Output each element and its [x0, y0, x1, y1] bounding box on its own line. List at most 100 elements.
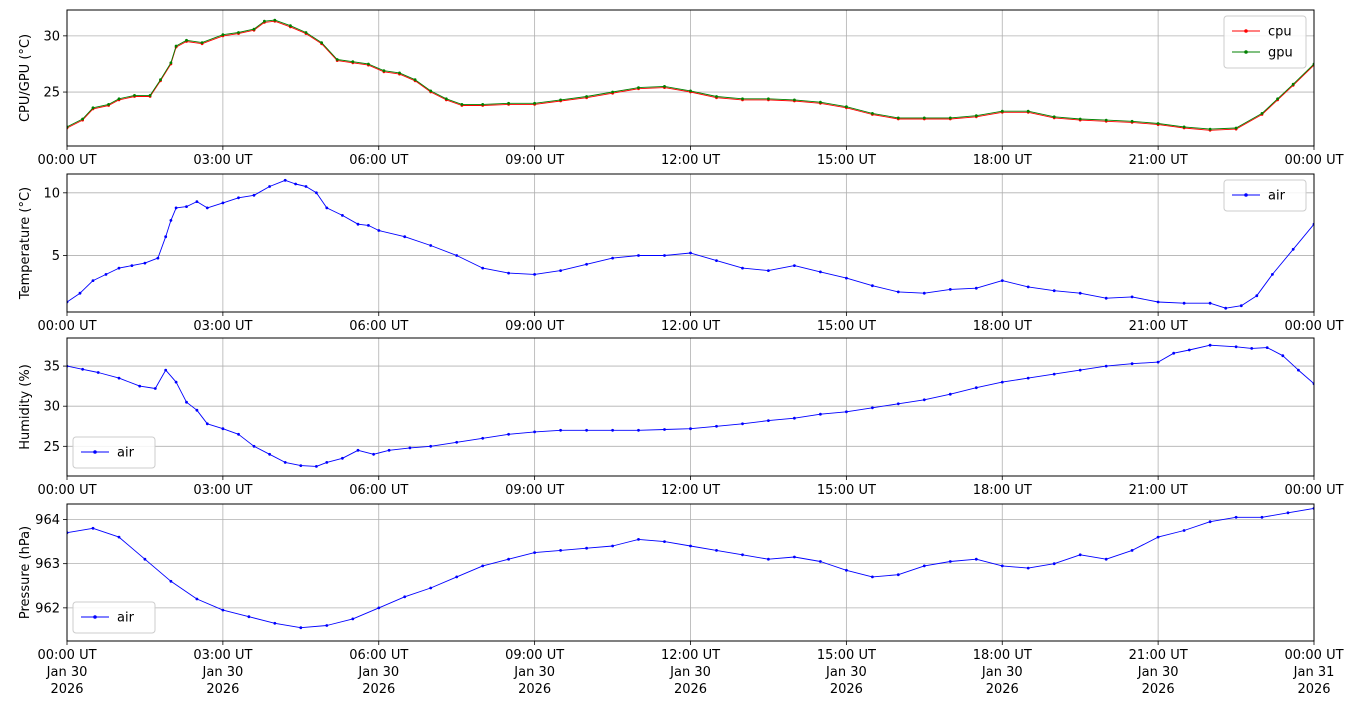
- data-point: [819, 560, 822, 563]
- data-point: [91, 106, 95, 110]
- x-tick-label: 03:00 UT: [193, 153, 252, 168]
- x-tick-label: 12:00 UT: [661, 319, 720, 334]
- axes-frame: [66, 337, 1315, 477]
- data-point: [169, 219, 173, 222]
- legend-box: [1223, 179, 1307, 212]
- data-point: [533, 101, 536, 105]
- data-point: [767, 557, 770, 561]
- x-tick-label: 21:00 UT: [1129, 648, 1188, 663]
- data-point: [325, 206, 329, 210]
- data-point: [1156, 360, 1160, 364]
- legend-label-air: air: [1268, 189, 1286, 204]
- x-tick-label: 03:00 UT: [193, 648, 252, 663]
- data-point: [153, 387, 157, 390]
- data-point: [104, 273, 108, 276]
- data-point: [1208, 343, 1212, 347]
- data-point: [1182, 301, 1186, 305]
- legend-box: [72, 601, 156, 634]
- data-point: [133, 94, 136, 97]
- data-point: [195, 597, 199, 601]
- data-point: [481, 436, 485, 440]
- data-point: [1078, 291, 1082, 295]
- data-point: [974, 114, 978, 118]
- data-point: [1078, 117, 1082, 121]
- y-tick-label: 964: [35, 513, 60, 528]
- data-point: [871, 112, 874, 115]
- data-point: [117, 266, 121, 270]
- data-point: [481, 564, 485, 568]
- data-point: [429, 89, 433, 93]
- y-tick-label: 963: [35, 557, 60, 572]
- x-tick-label: 00:00 UT: [37, 153, 96, 168]
- y-tick-label: 10: [43, 186, 60, 201]
- data-point: [200, 41, 204, 44]
- data-point: [637, 254, 640, 257]
- data-point: [845, 410, 848, 414]
- data-point: [429, 444, 433, 448]
- data-point: [252, 444, 256, 448]
- data-point: [185, 38, 188, 42]
- x-tick-label: 18:00 UT: [973, 483, 1032, 498]
- data-point: [1000, 564, 1004, 568]
- data-point: [91, 279, 95, 282]
- data-point: [715, 95, 718, 98]
- data-point: [559, 428, 562, 432]
- data-point: [351, 617, 355, 621]
- data-point: [315, 191, 318, 195]
- data-point: [377, 229, 381, 232]
- data-point: [143, 261, 147, 265]
- data-point: [304, 185, 308, 188]
- data-point: [252, 193, 256, 197]
- data-point: [455, 575, 459, 579]
- data-point: [1130, 549, 1134, 552]
- data-point: [741, 97, 744, 101]
- data-point: [793, 416, 796, 420]
- data-point: [164, 368, 168, 372]
- data-point: [408, 446, 412, 450]
- data-point: [221, 33, 225, 37]
- data-point: [1172, 351, 1176, 355]
- x-date-label: Jan 30: [46, 665, 88, 680]
- y-tick-label: 30: [43, 400, 60, 415]
- x-year-label: 2026: [518, 682, 551, 697]
- data-point: [289, 24, 292, 28]
- x-year-label: 2026: [986, 682, 1019, 697]
- data-point: [741, 422, 744, 426]
- x-tick-label: 00:00 UT: [37, 319, 96, 334]
- x-tick-label: 15:00 UT: [817, 648, 876, 663]
- data-point: [1208, 301, 1212, 305]
- data-point: [637, 428, 640, 432]
- data-point: [663, 540, 666, 543]
- data-point: [341, 456, 344, 460]
- legend-marker-air: [1244, 193, 1248, 197]
- data-point: [455, 254, 459, 257]
- x-tick-label: 09:00 UT: [505, 483, 564, 498]
- data-point: [247, 615, 251, 619]
- data-point: [1182, 125, 1186, 129]
- subplot-4: 00:00 UT Jan 30 2026 03:00 UT Jan 30 2026 06:0…: [18, 503, 1344, 697]
- data-point: [559, 549, 562, 552]
- data-point: [1297, 368, 1300, 372]
- data-point: [871, 575, 874, 579]
- data-point: [637, 86, 640, 89]
- x-tick-label: 15:00 UT: [817, 319, 876, 334]
- data-point: [1187, 348, 1191, 352]
- data-point: [263, 19, 266, 23]
- data-point: [1078, 553, 1082, 557]
- data-point: [871, 284, 874, 288]
- x-tick-label: 06:00 UT: [349, 153, 408, 168]
- x-tick-label: 00:00 UT: [1284, 483, 1343, 498]
- x-date-label: Jan 30: [513, 665, 555, 680]
- data-point: [585, 262, 588, 266]
- x-tick-label: 03:00 UT: [193, 319, 252, 334]
- y-tick-label: 30: [43, 29, 60, 44]
- y-tick-label: 5: [52, 249, 60, 264]
- data-point: [195, 200, 199, 204]
- data-point: [1265, 346, 1269, 349]
- x-year-label: 2026: [50, 682, 83, 697]
- data-point: [1052, 289, 1056, 293]
- data-point: [130, 264, 134, 267]
- data-point: [1000, 279, 1004, 282]
- data-point: [507, 432, 510, 436]
- legend: air: [72, 436, 156, 469]
